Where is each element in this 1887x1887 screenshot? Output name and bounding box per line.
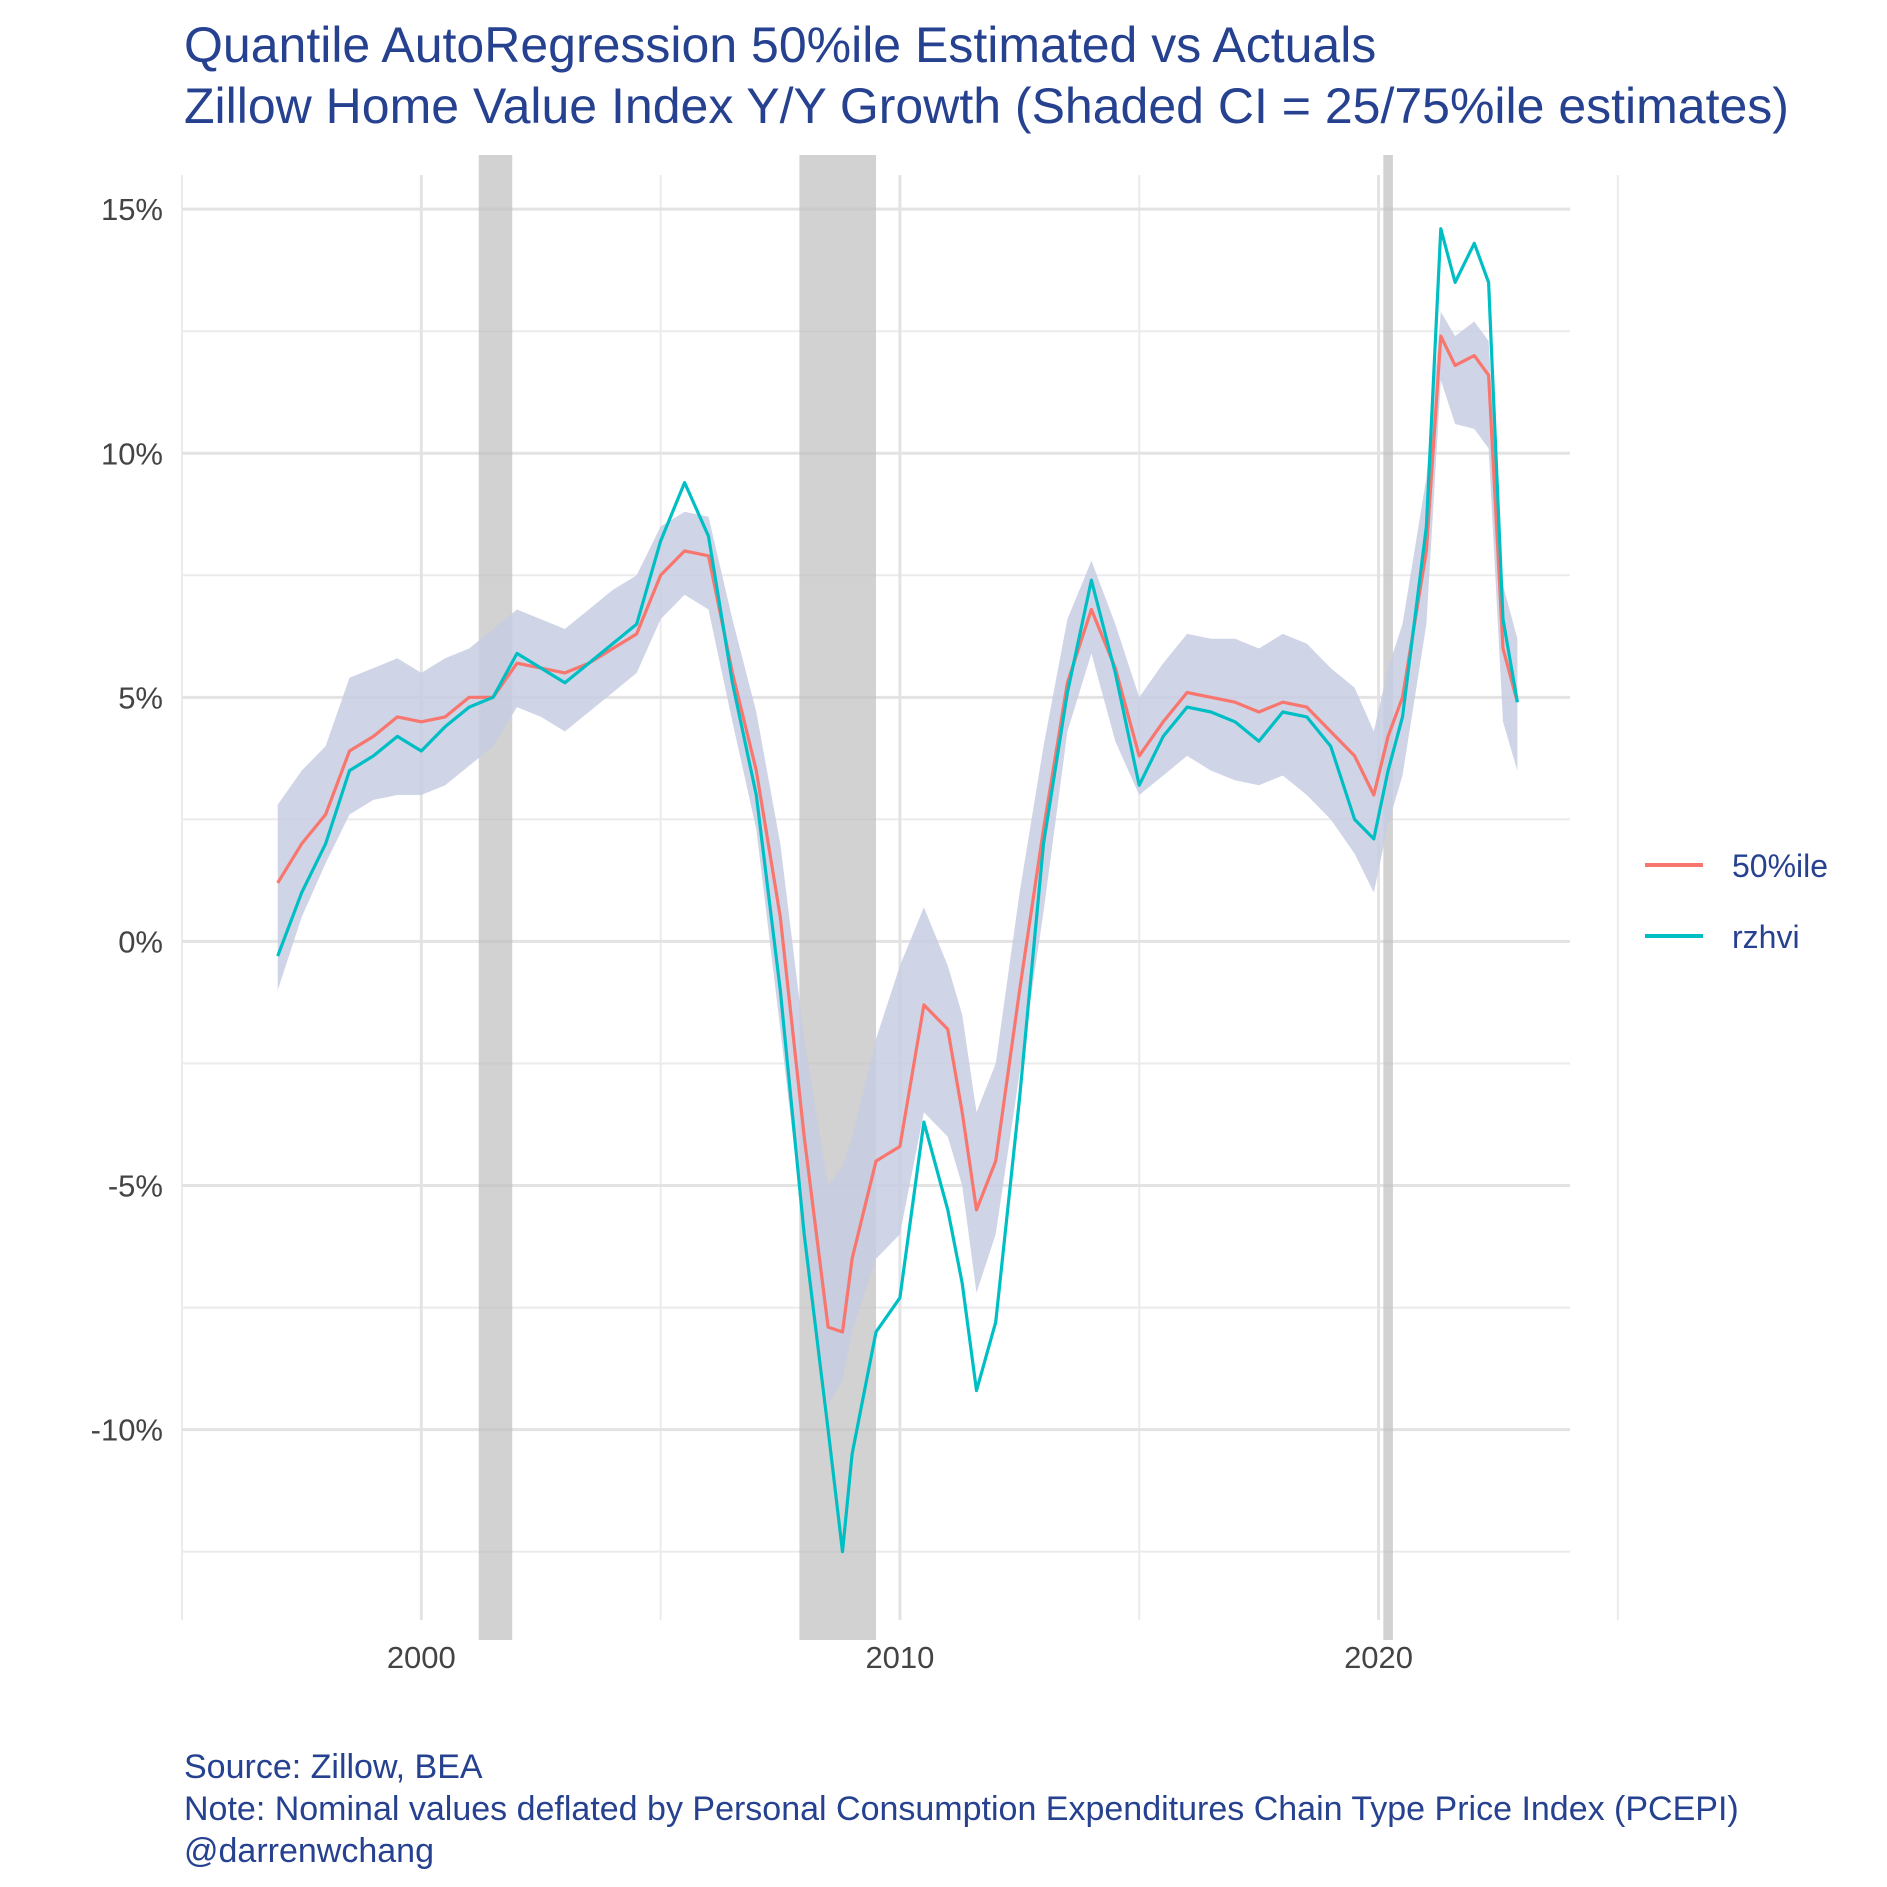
y-tick-label: 15% — [101, 192, 163, 227]
x-tick-label: 2010 — [865, 1640, 934, 1675]
caption-handle: @darrenwchang — [184, 1832, 434, 1870]
legend: 50%ile rzhvi — [1645, 848, 1828, 955]
legend-label-rzhvi: rzhvi — [1732, 919, 1800, 955]
y-tick-label: 5% — [118, 680, 163, 715]
ci-band — [277, 311, 1518, 1406]
series-line-50ile — [276, 334, 1519, 1334]
x-axis-ticks: 2000 2010 2020 — [387, 1640, 1413, 1675]
caption-note: Note: Nominal values deflated by Persona… — [184, 1790, 1739, 1828]
caption-source: Source: Zillow, BEA — [184, 1748, 483, 1786]
recession-bands — [478, 155, 1393, 1640]
series-line-rzhvi — [276, 227, 1519, 1554]
series-lines — [276, 227, 1519, 1554]
x-tick-label: 2000 — [387, 1640, 456, 1675]
y-tick-label: 10% — [101, 436, 163, 471]
x-tick-label: 2020 — [1344, 1640, 1413, 1675]
legend-label-50ile: 50%ile — [1732, 848, 1828, 884]
y-tick-label: -10% — [91, 1413, 163, 1448]
ci-band-layer — [277, 311, 1518, 1406]
y-tick-label: -5% — [108, 1169, 163, 1204]
chart-title: Quantile AutoRegression 50%ile Estimated… — [184, 17, 1376, 73]
y-axis-ticks: 15% 10% 5% 0% -5% -10% — [91, 192, 163, 1447]
chart-subtitle: Zillow Home Value Index Y/Y Growth (Shad… — [184, 78, 1789, 134]
y-tick-label: 0% — [118, 924, 163, 959]
recession-band — [799, 155, 876, 1640]
recession-band — [1383, 155, 1393, 1640]
recession-band — [478, 155, 513, 1640]
